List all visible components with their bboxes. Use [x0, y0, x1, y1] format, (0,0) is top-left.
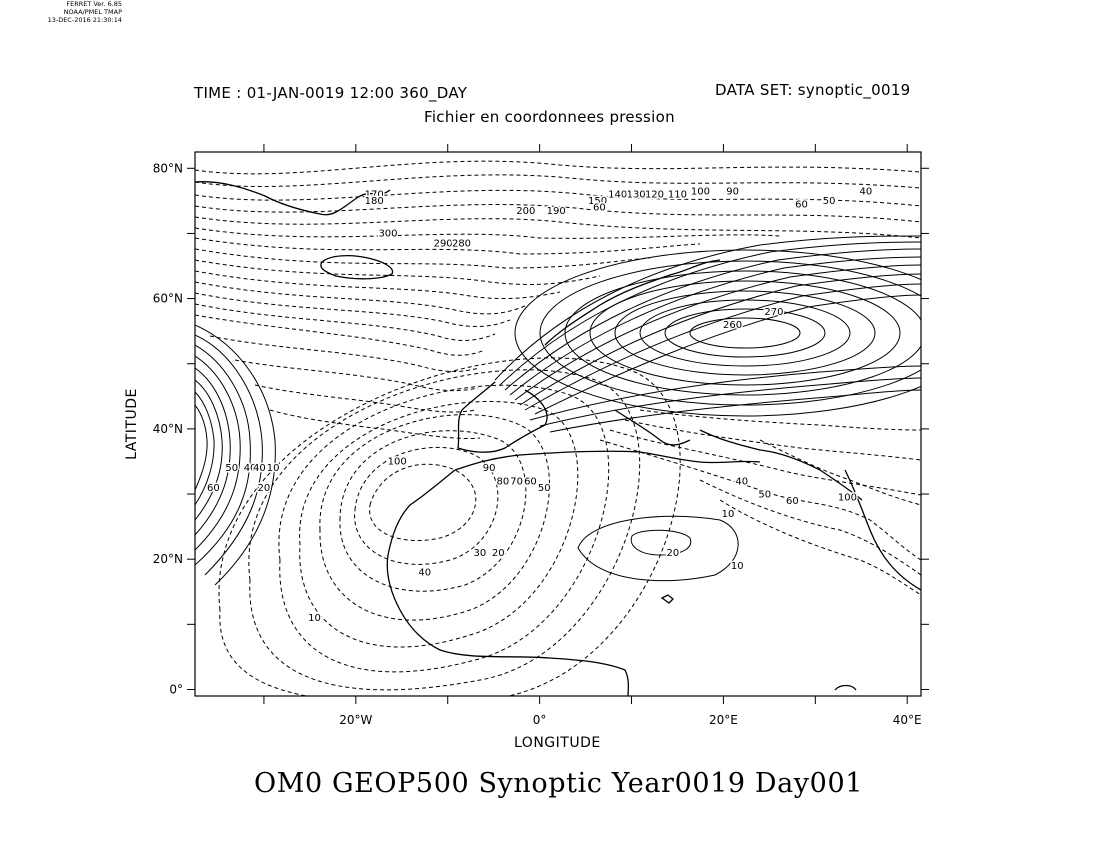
- contour-label: 60: [786, 496, 799, 507]
- contour-label: 50: [823, 196, 836, 207]
- coastlines: [195, 181, 921, 696]
- lon-tick-label: 20°W: [339, 713, 372, 727]
- stamp-line-1: FERRET Ver. 6.85: [66, 0, 122, 8]
- dataset-header: DATA SET: synoptic_0019: [715, 81, 911, 99]
- time-header: TIME : 01-JAN-0019 12:00 360_DAY: [194, 84, 468, 102]
- contour-label: 20: [258, 483, 271, 494]
- contour-label: 300: [378, 229, 397, 240]
- contour-label: 30: [474, 548, 487, 559]
- contour-label: 50: [538, 483, 551, 494]
- lat-tick-label: 60°N: [153, 292, 183, 306]
- latitude-tick-labels: 80°N 60°N 40°N 20°N 0°: [153, 161, 183, 696]
- contour-label: 100: [691, 186, 710, 197]
- lat-tick-label: 80°N: [153, 161, 183, 175]
- contour-label: 100: [838, 493, 857, 504]
- contour-label: 200: [516, 206, 535, 217]
- lon-tick-label: 40°E: [893, 713, 922, 727]
- contour-label: 40: [735, 476, 748, 487]
- contour-label: 90: [726, 186, 739, 197]
- lon-tick-label: 0°: [533, 713, 547, 727]
- contour-label: 120: [645, 190, 664, 201]
- plot-frame: [194, 151, 922, 697]
- map-content: [195, 160, 921, 696]
- contour-label: 280: [452, 238, 471, 249]
- contour-label: 60: [593, 203, 606, 214]
- contour-label: 40: [244, 463, 257, 474]
- contour-label: 60: [207, 483, 220, 494]
- stamp-line-2: NOAA/PMEL TMAP: [63, 8, 122, 16]
- contour-label: 40: [253, 463, 266, 474]
- contour-label: 80: [496, 476, 509, 487]
- x-axis-label: LONGITUDE: [514, 735, 601, 751]
- contour-label: 20: [667, 548, 680, 559]
- contour-label: 50: [758, 489, 771, 500]
- contour-label: 140: [608, 190, 627, 201]
- stamp-line-3: 13-DEC-2016 21:30:14: [47, 16, 122, 24]
- contour-label: 60: [795, 199, 808, 210]
- contour-label: 60: [524, 476, 537, 487]
- ferret-version-stamp: FERRET Ver. 6.85 NOAA/PMEL TMAP 13-DEC-2…: [0, 0, 122, 24]
- contour-label: 10: [722, 509, 735, 520]
- contour-label: 270: [764, 307, 783, 318]
- contour-label: 10: [731, 561, 744, 572]
- longitude-tick-labels: 20°W 0° 20°E 40°E: [339, 713, 921, 727]
- contour-label: 40: [859, 186, 872, 197]
- contour-label: 50: [225, 463, 238, 474]
- contour-label: 150: [588, 196, 607, 207]
- contour-label: 90: [483, 463, 496, 474]
- plot-caption: OM0 GEOP500 Synoptic Year0019 Day001: [254, 768, 863, 799]
- contour-label: 190: [547, 206, 566, 217]
- contour-label: 100: [388, 457, 407, 468]
- plot-subtitle: Fichier en coordonnees pression: [424, 108, 675, 126]
- lat-tick-label: 0°: [169, 682, 183, 696]
- contour-label: 260: [723, 320, 742, 331]
- solid-contours: [195, 235, 921, 586]
- contour-label: 290: [434, 238, 453, 249]
- contour-label: 130: [627, 190, 646, 201]
- contour-label: 170: [365, 190, 384, 201]
- contour-label: 20: [492, 548, 505, 559]
- contour-label: 110: [668, 190, 687, 201]
- contour-label: 70: [510, 476, 523, 487]
- y-axis-label: LATITUDE: [123, 388, 140, 460]
- lat-tick-label: 20°N: [153, 552, 183, 566]
- dashed-contours: [195, 160, 921, 696]
- axis-ticks: [187, 144, 929, 704]
- contour-label: 10: [308, 613, 321, 624]
- contour-label: 180: [365, 196, 384, 207]
- lat-tick-label: 40°N: [153, 422, 183, 436]
- lon-tick-label: 20°E: [709, 713, 738, 727]
- contour-label: 10: [267, 463, 280, 474]
- contour-label: 40: [418, 567, 431, 578]
